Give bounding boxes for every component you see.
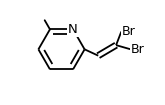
Text: Br: Br [131, 43, 145, 56]
Text: Br: Br [121, 25, 135, 38]
Text: N: N [68, 23, 78, 36]
